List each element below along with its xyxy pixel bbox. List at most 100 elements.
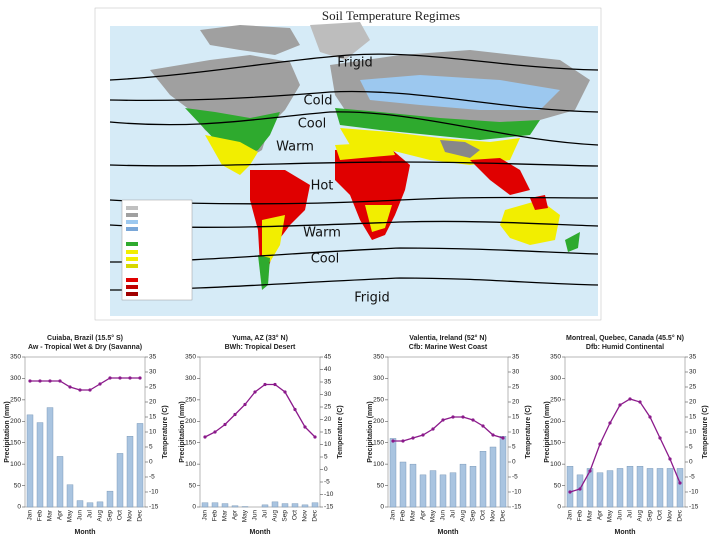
temperature-line [393, 416, 504, 442]
precipitation-bar [201, 502, 209, 508]
temperature-point [213, 430, 217, 434]
temperature-point [108, 376, 112, 380]
y2-tick-label: 25 [149, 384, 157, 391]
x-tick-label: Jun [617, 510, 624, 521]
x-tick-label: Dec [137, 509, 144, 521]
temperature-point [98, 382, 102, 386]
y-tick-label: 300 [373, 375, 384, 382]
land [200, 25, 300, 55]
x-tick-label: Sep [647, 510, 654, 522]
precipitation-bar [116, 453, 124, 508]
temperature-point [588, 469, 592, 473]
temperature-point [48, 379, 52, 383]
temperature-point [658, 436, 662, 440]
land [258, 255, 270, 290]
y2-axis-label: Temperature (C) [702, 405, 709, 459]
precipitation-bar [616, 468, 624, 508]
precipitation-bar [626, 466, 634, 508]
y2-tick-label: 25 [324, 404, 332, 411]
temperature-point [598, 442, 602, 446]
y-tick-label: 50 [377, 482, 385, 489]
precipitation-bar [419, 474, 427, 508]
y2-tick-label: -15 [512, 504, 522, 511]
land [360, 75, 560, 110]
x-tick-label: Feb [400, 510, 407, 522]
y2-tick-label: 20 [149, 399, 157, 406]
precipitation-bar [409, 463, 417, 508]
precipitation-bar [271, 501, 279, 508]
x-tick-label: Sep [107, 510, 114, 522]
x-tick-label: Mar [47, 509, 54, 521]
x-tick-label: Jul [262, 509, 269, 518]
x-axis-label: Month [438, 529, 459, 536]
zone-label: Warm [276, 140, 314, 155]
temperature-point [38, 379, 42, 383]
x-axis-label: Month [75, 529, 96, 536]
temperature-point [461, 415, 465, 419]
zone-label: Hot [311, 179, 334, 194]
precipitation-bar [291, 503, 299, 508]
y-tick-label: 350 [373, 354, 384, 361]
x-tick-label: Dec [500, 509, 507, 521]
x-tick-label: Oct [480, 510, 487, 520]
y2-tick-label: 15 [149, 414, 157, 421]
y2-tick-label: 35 [512, 354, 520, 361]
x-tick-label: Jan [390, 510, 397, 521]
y-tick-label: 100 [10, 461, 21, 468]
y-tick-label: 350 [185, 354, 196, 361]
temperature-point [273, 382, 277, 387]
y-tick-label: 250 [373, 397, 384, 404]
x-tick-label: Nov [490, 509, 497, 521]
x-tick-label: Mar [410, 509, 417, 521]
y-tick-label: 0 [17, 504, 21, 511]
precipitation-bar [429, 470, 437, 508]
temperature-point [118, 376, 122, 380]
y2-tick-label: -10 [512, 489, 522, 496]
plot-area [199, 356, 321, 508]
x-tick-label: Aug [272, 510, 279, 522]
x-axis-label: Month [615, 529, 636, 536]
plot-area [387, 356, 509, 508]
y2-tick-label: 30 [149, 369, 157, 376]
temperature-point [313, 435, 317, 439]
x-tick-label: Feb [212, 510, 219, 522]
y2-tick-label: -5 [324, 479, 330, 486]
y-axis-label: Precipitation (mm) [544, 401, 551, 462]
y-tick-label: 50 [14, 482, 22, 489]
temperature-point [411, 436, 415, 440]
x-tick-label: Oct [657, 510, 664, 520]
temperature-point [618, 403, 622, 407]
y2-tick-label: 40 [324, 366, 332, 373]
y2-tick-label: 0 [512, 459, 516, 466]
temperature-point [668, 457, 672, 461]
precipitation-bar [76, 500, 84, 508]
y2-tick-label: -10 [689, 489, 699, 496]
land [530, 195, 548, 210]
land [500, 200, 560, 245]
y2-tick-label: 5 [324, 454, 328, 461]
temperature-point [628, 397, 632, 401]
y-tick-label: 200 [550, 418, 561, 425]
y2-tick-label: -15 [149, 504, 159, 511]
y2-tick-label: 15 [512, 414, 520, 421]
x-tick-label: Jun [252, 510, 259, 521]
y-tick-label: 350 [550, 354, 561, 361]
chart-title: Yuma, AZ (33° N) [232, 334, 288, 342]
y2-tick-label: 35 [324, 379, 332, 386]
y-tick-label: 200 [10, 418, 21, 425]
temperature-point [253, 390, 257, 394]
y2-tick-label: 10 [689, 429, 697, 436]
zone-label: Frigid [337, 56, 373, 71]
temperature-point [88, 388, 92, 392]
y-tick-label: 150 [10, 439, 21, 446]
precipitation-bar [281, 503, 289, 508]
temperature-point [303, 425, 307, 429]
precipitation-bar [389, 438, 397, 508]
precipitation-bar [136, 423, 144, 508]
y2-tick-label: 20 [689, 399, 697, 406]
x-tick-label: Sep [470, 510, 477, 522]
land [185, 108, 280, 158]
y-tick-label: 150 [550, 439, 561, 446]
temperature-point [491, 433, 495, 437]
y2-axis-label: Temperature (C) [337, 405, 344, 459]
